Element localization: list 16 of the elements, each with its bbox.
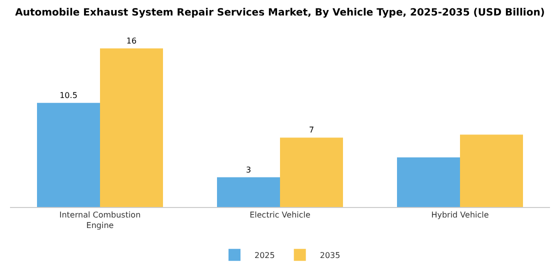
data-label: 16 (126, 36, 137, 46)
bar (397, 157, 460, 207)
bar (37, 102, 100, 207)
bar (460, 134, 523, 207)
legend-label: 2025 (254, 251, 275, 260)
bar (100, 48, 163, 207)
legend-label: 2035 (320, 251, 340, 260)
data-label: 7 (308, 126, 314, 135)
data-label: 10.5 (60, 90, 78, 100)
x-tick-label: Electric Vehicle (250, 210, 310, 220)
x-tick-label: Internal Combustion Engine (59, 210, 141, 230)
bar (280, 138, 343, 207)
data-label: 3 (246, 165, 252, 174)
bar (217, 177, 280, 207)
chart-title: Automobile Exhaust System Repair Services Market, By Vehicle Type, 2025-2035 (USD Billion) (15, 7, 545, 18)
x-tick-label: Hybrid Vehicle (431, 210, 489, 220)
